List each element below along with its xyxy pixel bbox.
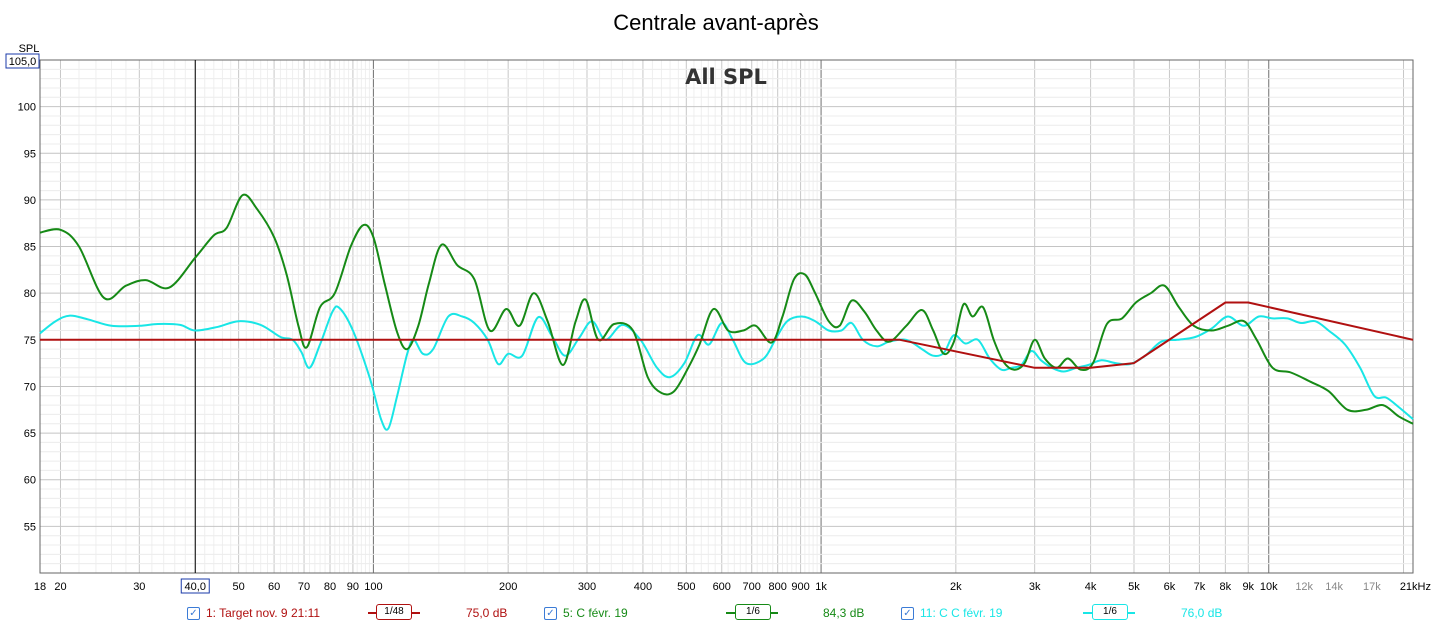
chart-title: Centrale avant-après <box>613 10 818 35</box>
x-tick-label: 30 <box>133 581 145 593</box>
smoothing-label: 1/6 <box>1103 606 1117 617</box>
smoothing-badge[interactable]: 1/6 <box>1092 604 1128 620</box>
x-tick-label: 4k <box>1085 581 1097 593</box>
x-tick-label: 18 <box>34 581 46 593</box>
x-tick-label: 800 <box>769 581 787 593</box>
x-tick-label: 3k <box>1029 581 1041 593</box>
y-tick-label: 90 <box>24 195 36 207</box>
y-tick-label: 95 <box>24 148 36 160</box>
smoothing-badge[interactable]: 1/6 <box>735 604 771 620</box>
x-tick-label: 9k <box>1242 581 1254 593</box>
overlay-label: All SPL <box>685 65 767 89</box>
x-tick-label: 40,0 <box>185 581 206 593</box>
y-top-value: 105,0 <box>9 56 37 68</box>
y-tick-label: 75 <box>24 335 36 347</box>
legend-label: 1: Target nov. 9 21:11 <box>206 606 321 620</box>
plot-frame <box>39 59 1414 574</box>
checkbox-icon[interactable]: ✓ <box>901 606 914 620</box>
x-tick-label: 900 <box>791 581 809 593</box>
x-tick-label: 600 <box>713 581 731 593</box>
x-tick-label: 17k <box>1363 581 1381 593</box>
x-tick-label: 20 <box>54 581 66 593</box>
level-value: 76,0 dB <box>1181 606 1223 620</box>
x-tick-label: 60 <box>268 581 280 593</box>
x-tick-label: 50 <box>233 581 245 593</box>
series-line-3 <box>39 305 1414 431</box>
series-line-2 <box>39 193 1414 425</box>
x-axis-labels: 18 20 30 40,0 50 60 70 80 90 100 200 300 400 500 600 70… <box>34 578 1431 594</box>
x-cursor-box <box>180 578 210 594</box>
smoothing-label: 1/6 <box>746 606 760 617</box>
legend: ✓ 1: Target nov. 9 21:11 1/48 75,0 dB ✓ … <box>0 598 1433 626</box>
legend-item-cc[interactable]: ✓ 11: C C févr. 19 <box>901 606 1002 620</box>
x-tick-label: 700 <box>743 581 761 593</box>
x-tick-label: 80 <box>324 581 336 593</box>
x-tick-label: 2k <box>950 581 962 593</box>
series-lines <box>39 193 1414 431</box>
x-tick-label: 90 <box>347 581 359 593</box>
legend-item-target[interactable]: ✓ 1: Target nov. 9 21:11 <box>187 606 320 620</box>
x-tick-label: 14k <box>1325 581 1343 593</box>
x-tick-label: 21kHz <box>1400 581 1431 593</box>
frequency-response-chart: Centrale avant-après 55 60 65 70 75 80 85 90 95 1… <box>5 10 1431 594</box>
x-tick-label: 5k <box>1128 581 1140 593</box>
level-value: 75,0 dB <box>466 606 508 620</box>
x-tick-label: 12k <box>1295 581 1313 593</box>
level-value: 84,3 dB <box>823 606 865 620</box>
x-tick-label: 500 <box>677 581 695 593</box>
y-tick-label: 85 <box>24 242 36 254</box>
y-tick-label: 55 <box>24 521 36 533</box>
x-tick-label: 70 <box>298 581 310 593</box>
x-tick-label: 7k <box>1194 581 1206 593</box>
y-tick-label: 80 <box>24 288 36 300</box>
checkbox-icon[interactable]: ✓ <box>187 606 200 620</box>
smoothing-badge[interactable]: 1/48 <box>376 604 412 620</box>
x-tick-label: 10k <box>1260 581 1278 593</box>
y-axis-labels: 55 60 65 70 75 80 85 90 95 100 <box>18 102 36 534</box>
y-tick-label: 70 <box>24 381 36 393</box>
legend-item-c[interactable]: ✓ 5: C févr. 19 <box>544 606 628 620</box>
x-tick-label: 6k <box>1164 581 1176 593</box>
y-tick-label: 65 <box>24 428 36 440</box>
x-tick-label: 300 <box>578 581 596 593</box>
legend-label: 11: C C févr. 19 <box>920 606 1003 620</box>
y-axis-label: SPL <box>19 43 40 55</box>
x-tick-label: 400 <box>634 581 652 593</box>
y-top-value-box[interactable]: 105,0 <box>5 53 40 69</box>
y-tick-label: 100 <box>18 102 36 114</box>
x-tick-label: 1k <box>815 581 827 593</box>
smoothing-label: 1/48 <box>384 606 404 617</box>
x-tick-label: 8k <box>1220 581 1232 593</box>
series-line-1 <box>40 301 1414 369</box>
x-tick-label: 100 <box>364 581 382 593</box>
x-tick-label: 200 <box>499 581 517 593</box>
x-cursor-value-box: 40,0 <box>180 578 210 594</box>
checkbox-icon[interactable]: ✓ <box>544 606 557 620</box>
grid <box>40 59 1413 574</box>
y-tick-label: 60 <box>24 475 36 487</box>
legend-label: 5: C févr. 19 <box>563 606 628 620</box>
